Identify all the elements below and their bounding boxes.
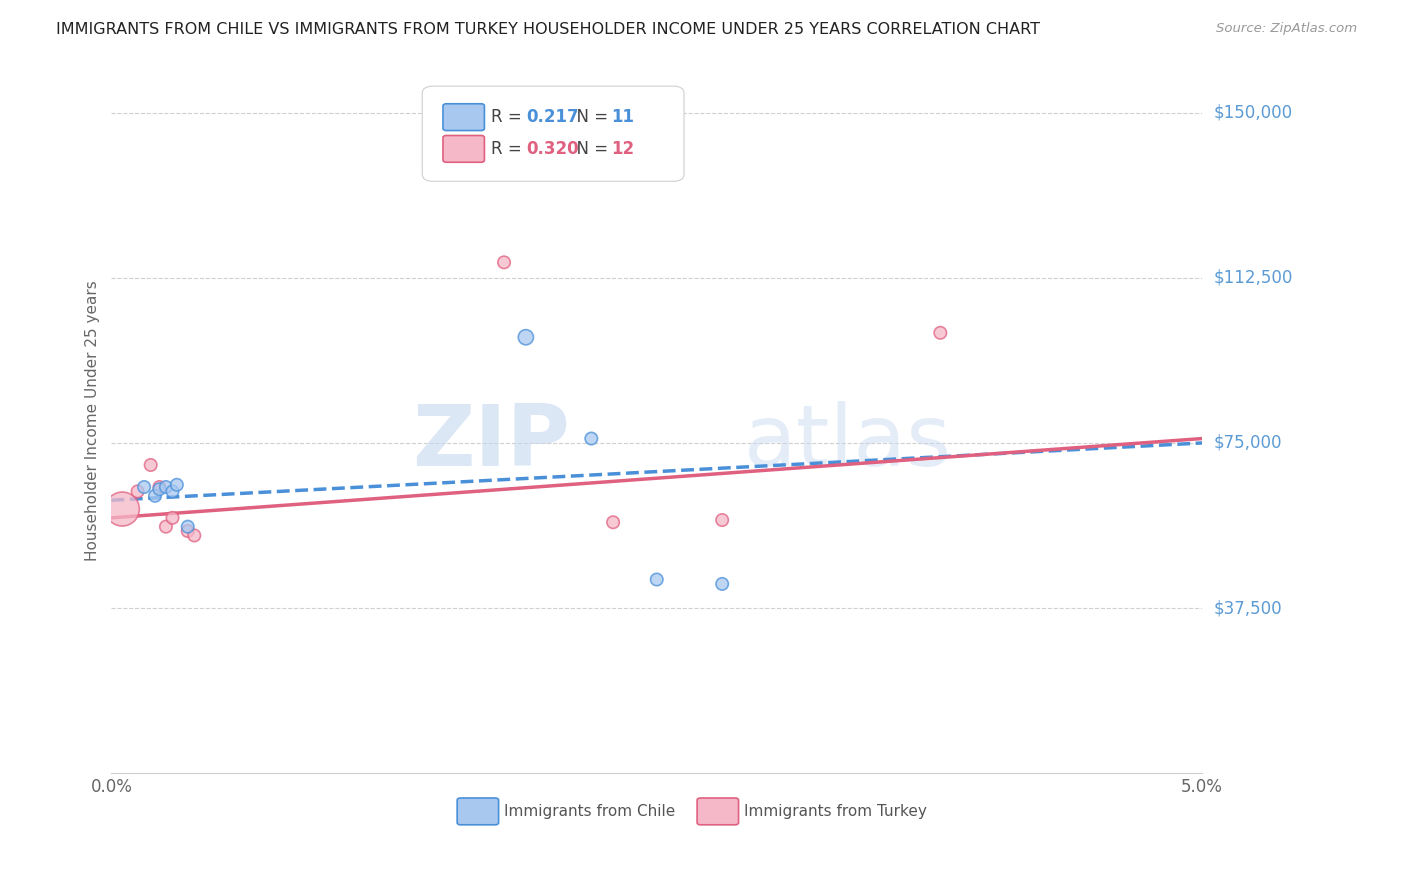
Point bbox=[127, 484, 149, 499]
Point bbox=[155, 519, 177, 533]
FancyBboxPatch shape bbox=[443, 103, 485, 130]
Point bbox=[177, 519, 200, 533]
Text: ZIP: ZIP bbox=[412, 401, 569, 483]
Point bbox=[155, 480, 177, 494]
Point bbox=[515, 330, 537, 344]
Text: 12: 12 bbox=[612, 140, 634, 158]
Point bbox=[111, 502, 134, 516]
Text: 0.320: 0.320 bbox=[526, 140, 578, 158]
Point bbox=[134, 480, 156, 494]
Point bbox=[143, 489, 166, 503]
Point bbox=[166, 478, 188, 492]
Point bbox=[645, 573, 668, 587]
FancyBboxPatch shape bbox=[697, 798, 738, 825]
Text: N =: N = bbox=[567, 108, 613, 126]
Text: $150,000: $150,000 bbox=[1213, 103, 1292, 121]
Point bbox=[148, 480, 170, 494]
Point bbox=[177, 524, 200, 538]
Text: $112,500: $112,500 bbox=[1213, 268, 1292, 286]
Y-axis label: Householder Income Under 25 years: Householder Income Under 25 years bbox=[86, 281, 100, 561]
Text: R =: R = bbox=[491, 140, 527, 158]
FancyBboxPatch shape bbox=[422, 87, 685, 181]
Point bbox=[581, 432, 603, 446]
Text: Source: ZipAtlas.com: Source: ZipAtlas.com bbox=[1216, 22, 1357, 36]
Text: atlas: atlas bbox=[744, 401, 952, 483]
FancyBboxPatch shape bbox=[443, 136, 485, 162]
Text: $37,500: $37,500 bbox=[1213, 599, 1282, 617]
Point bbox=[711, 513, 734, 527]
Text: IMMIGRANTS FROM CHILE VS IMMIGRANTS FROM TURKEY HOUSEHOLDER INCOME UNDER 25 YEAR: IMMIGRANTS FROM CHILE VS IMMIGRANTS FROM… bbox=[56, 22, 1040, 37]
Text: Immigrants from Chile: Immigrants from Chile bbox=[505, 804, 675, 819]
Point bbox=[162, 484, 184, 499]
Text: 11: 11 bbox=[612, 108, 634, 126]
Text: $75,000: $75,000 bbox=[1213, 434, 1282, 452]
FancyBboxPatch shape bbox=[457, 798, 499, 825]
Point bbox=[602, 515, 624, 529]
Point bbox=[929, 326, 952, 340]
Point bbox=[148, 482, 170, 496]
Text: 0.217: 0.217 bbox=[526, 108, 578, 126]
Point bbox=[183, 528, 205, 542]
Text: N =: N = bbox=[567, 140, 613, 158]
Point bbox=[711, 577, 734, 591]
Text: Immigrants from Turkey: Immigrants from Turkey bbox=[744, 804, 927, 819]
Point bbox=[139, 458, 162, 472]
Text: R =: R = bbox=[491, 108, 527, 126]
Point bbox=[494, 255, 516, 269]
Point bbox=[162, 511, 184, 525]
